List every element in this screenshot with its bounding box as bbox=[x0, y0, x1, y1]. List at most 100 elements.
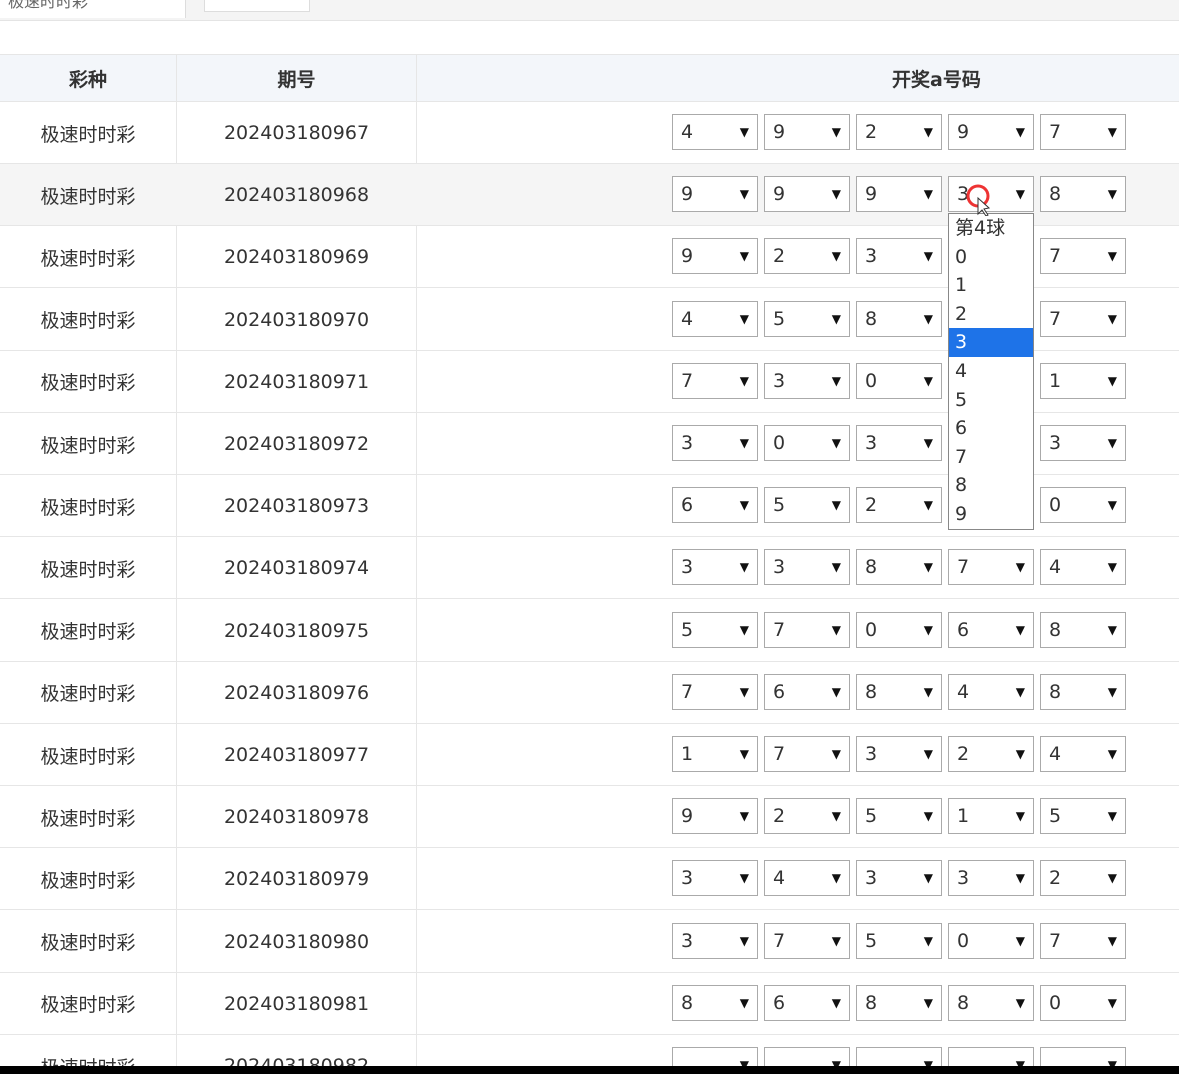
ball-select[interactable]: 2 ▼ bbox=[1040, 860, 1126, 897]
ball-select[interactable]: 7 ▼ bbox=[672, 673, 758, 710]
ball-value: 5 bbox=[681, 618, 694, 641]
dropdown-option[interactable]: 2 bbox=[955, 302, 968, 325]
ball-select[interactable]: 9 ▼ bbox=[856, 176, 942, 213]
ball-select[interactable]: 4 ▼ bbox=[764, 860, 850, 897]
dropdown-option[interactable]: 7 bbox=[955, 445, 968, 468]
ball-select[interactable]: 1 ▼ bbox=[672, 736, 758, 772]
ball-select[interactable]: 9 ▼ bbox=[948, 114, 1034, 150]
ball-select[interactable]: 6 ▼ bbox=[764, 984, 850, 1021]
ball-select[interactable]: 0 ▼ bbox=[1040, 487, 1126, 524]
ball-select[interactable]: 3 ▼ bbox=[948, 860, 1034, 897]
dropdown-option[interactable]: 第4球 bbox=[955, 217, 1006, 239]
lottery-cell: 极速时时彩 bbox=[40, 185, 136, 208]
ball-select[interactable]: 0 ▼ bbox=[856, 362, 942, 399]
ball-select[interactable]: 7 ▼ bbox=[764, 922, 850, 959]
select-arrow: ▼ bbox=[923, 436, 933, 450]
ball-select[interactable]: 3 ▼ bbox=[672, 922, 758, 959]
ball-select[interactable]: 1 ▼ bbox=[1040, 362, 1126, 399]
ball-select[interactable]: 4 ▼ bbox=[948, 673, 1034, 710]
ball-select[interactable]: 3 ▼ bbox=[856, 860, 942, 897]
ball-select[interactable]: 8 ▼ bbox=[856, 300, 942, 337]
ball-select[interactable]: 6 ▼ bbox=[764, 673, 850, 710]
ball-select[interactable]: 9 ▼ bbox=[764, 114, 850, 150]
ball-select[interactable]: 8 ▼ bbox=[856, 984, 942, 1021]
ball-select[interactable]: 0 ▼ bbox=[1040, 984, 1126, 1021]
ball-select[interactable]: 7 ▼ bbox=[1040, 922, 1126, 959]
dropdown-option[interactable]: 8 bbox=[955, 474, 968, 497]
ball-select[interactable]: ▼ bbox=[1040, 1047, 1126, 1066]
select-arrow: ▼ bbox=[1107, 436, 1117, 450]
ball-select[interactable]: 7 ▼ bbox=[1040, 238, 1126, 275]
ball-select[interactable]: 3 ▼ bbox=[764, 362, 850, 399]
ball-select[interactable]: 7 ▼ bbox=[948, 549, 1034, 586]
ball-select[interactable]: 4 ▼ bbox=[1040, 549, 1126, 586]
ball-select[interactable]: ▼ bbox=[672, 1047, 758, 1066]
select-arrow: ▼ bbox=[923, 560, 933, 575]
ball-value: 3 bbox=[865, 743, 878, 765]
ball-select[interactable]: 9 ▼ bbox=[764, 176, 850, 213]
period-cell: 202403180975 bbox=[223, 619, 370, 642]
ball-select[interactable]: 0 ▼ bbox=[764, 425, 850, 461]
lottery-filter[interactable]: 极速时时彩 bbox=[0, 0, 186, 18]
dropdown-option[interactable]: 0 bbox=[955, 245, 968, 268]
ball-select[interactable]: 9 ▼ bbox=[672, 238, 758, 275]
ball-select[interactable]: 5 ▼ bbox=[856, 922, 942, 959]
ball-select[interactable]: 2 ▼ bbox=[856, 114, 942, 150]
ball-select[interactable]: 8 ▼ bbox=[856, 673, 942, 710]
ball-select[interactable]: 1 ▼ bbox=[948, 798, 1034, 835]
ball-select[interactable]: 3 ▼ bbox=[1040, 425, 1126, 461]
ball-select[interactable]: ▼ bbox=[764, 1047, 850, 1066]
ball-select[interactable]: 8 ▼ bbox=[1040, 673, 1126, 710]
ball-select[interactable]: 6 ▼ bbox=[672, 487, 758, 524]
ball-select[interactable]: 7 ▼ bbox=[1040, 114, 1126, 150]
ball-select[interactable]: 4 ▼ bbox=[672, 300, 758, 337]
ball-select[interactable]: 3 ▼ bbox=[856, 425, 942, 461]
ball-select[interactable]: 5 ▼ bbox=[856, 798, 942, 835]
ball-select[interactable]: 7 ▼ bbox=[672, 362, 758, 399]
ball-select[interactable]: 5 ▼ bbox=[764, 300, 850, 337]
ball-select[interactable]: 3 ▼ bbox=[672, 549, 758, 586]
dropdown-option[interactable]: 5 bbox=[955, 388, 968, 411]
period-cell: 202403180981 bbox=[223, 992, 370, 1015]
ball-select[interactable]: 8 ▼ bbox=[1040, 611, 1126, 648]
ball-select[interactable]: 8 ▼ bbox=[672, 984, 758, 1021]
ball-select[interactable]: 9 ▼ bbox=[672, 798, 758, 835]
ball-select[interactable]: 2 ▼ bbox=[856, 487, 942, 524]
ball-select[interactable]: 5 ▼ bbox=[672, 611, 758, 648]
dropdown-option[interactable]: 3 bbox=[949, 328, 1033, 357]
ball-select[interactable]: 8 ▼ bbox=[948, 984, 1034, 1021]
ball-value: 8 bbox=[865, 307, 878, 330]
ball-select[interactable]: 8 ▼ bbox=[1040, 176, 1126, 213]
ball-select[interactable]: 7 ▼ bbox=[764, 736, 850, 772]
ball-select[interactable]: 5 ▼ bbox=[764, 487, 850, 524]
ball-select[interactable]: 2 ▼ bbox=[948, 736, 1034, 772]
ball-select[interactable]: 7 ▼ bbox=[1040, 300, 1126, 337]
ball-select[interactable]: 3 ▼ bbox=[764, 549, 850, 586]
ball-value: 0 bbox=[865, 369, 878, 392]
ball-select[interactable]: 0 ▼ bbox=[948, 922, 1034, 959]
ball-select[interactable]: 5 ▼ bbox=[1040, 798, 1126, 835]
dropdown-option[interactable]: 9 bbox=[955, 502, 968, 525]
select-arrow: ▼ bbox=[739, 498, 749, 513]
ball-select[interactable]: ▼ bbox=[948, 1047, 1034, 1066]
filter-button[interactable] bbox=[204, 0, 310, 12]
dropdown-option[interactable]: 1 bbox=[955, 274, 968, 297]
ball-select[interactable]: 3 ▼ bbox=[856, 736, 942, 772]
ball-select[interactable]: 2 ▼ bbox=[764, 798, 850, 835]
ball-select[interactable]: 4 ▼ bbox=[1040, 736, 1126, 772]
ball-select[interactable]: 7 ▼ bbox=[764, 611, 850, 648]
ball-select[interactable]: 3 ▼ bbox=[856, 238, 942, 275]
ball-select[interactable]: 8 ▼ bbox=[856, 549, 942, 586]
ball-select[interactable]: 0 ▼ bbox=[856, 611, 942, 648]
ball-select[interactable]: 2 ▼ bbox=[764, 238, 850, 275]
ball-select[interactable]: 9 ▼ bbox=[672, 176, 758, 213]
ball-select[interactable]: 3 ▼ bbox=[948, 176, 1034, 213]
ball-select[interactable]: 3 ▼ bbox=[672, 425, 758, 461]
dropdown-option[interactable]: 6 bbox=[955, 417, 968, 440]
ball-select[interactable]: 4 ▼ bbox=[672, 114, 758, 150]
ball-select[interactable]: 6 ▼ bbox=[948, 611, 1034, 648]
ball-select[interactable]: 3 ▼ bbox=[672, 860, 758, 897]
select-arrow: ▼ bbox=[1015, 125, 1025, 139]
dropdown-option[interactable]: 4 bbox=[955, 359, 968, 382]
ball-select[interactable]: ▼ bbox=[856, 1047, 942, 1066]
